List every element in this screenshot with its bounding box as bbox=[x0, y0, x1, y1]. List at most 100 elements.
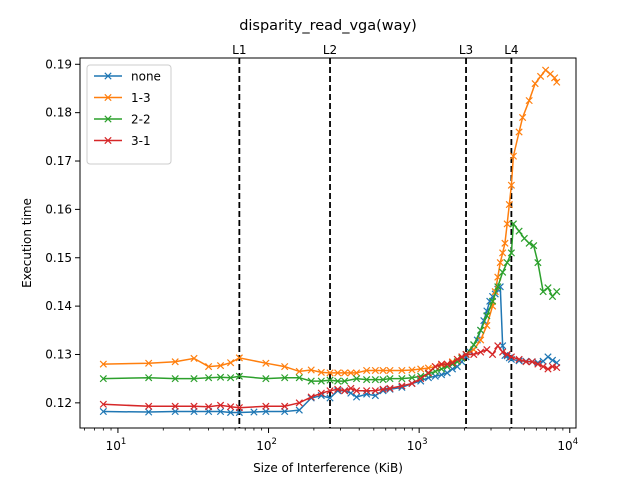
data-point bbox=[417, 375, 425, 383]
data-point bbox=[494, 283, 502, 291]
data-point bbox=[295, 399, 303, 407]
data-point bbox=[307, 377, 315, 385]
data-point bbox=[501, 351, 509, 360]
data-point bbox=[501, 239, 509, 247]
x-tick-label: 102 bbox=[256, 437, 277, 453]
data-point bbox=[507, 353, 516, 361]
data-point bbox=[326, 394, 334, 402]
data-point bbox=[145, 408, 153, 416]
data-point bbox=[477, 326, 485, 334]
data-point bbox=[386, 366, 394, 375]
data-point bbox=[443, 369, 451, 377]
data-point bbox=[145, 402, 153, 410]
legend-marker bbox=[104, 93, 112, 102]
data-point bbox=[226, 374, 235, 382]
y-tick-label: 0.19 bbox=[45, 57, 72, 71]
data-point bbox=[528, 358, 536, 366]
data-point bbox=[470, 350, 478, 359]
vline-label-l1: L1 bbox=[232, 43, 246, 57]
data-point bbox=[99, 400, 107, 408]
vline-label-l2: L2 bbox=[323, 43, 337, 57]
x-tick-label-base: 10 bbox=[557, 439, 572, 453]
data-point bbox=[386, 384, 394, 392]
data-point bbox=[145, 374, 153, 382]
data-point bbox=[145, 359, 153, 367]
data-point bbox=[347, 384, 355, 392]
data-point bbox=[470, 341, 478, 349]
data-point bbox=[250, 408, 258, 416]
x-tick-label: 103 bbox=[407, 437, 428, 453]
data-point bbox=[363, 366, 371, 375]
data-point bbox=[99, 375, 107, 383]
data-point bbox=[499, 348, 507, 356]
data-point bbox=[216, 361, 225, 370]
y-tick-label: 0.16 bbox=[45, 202, 72, 216]
chart-title: disparity_read_vga(way) bbox=[239, 18, 417, 34]
data-point bbox=[334, 387, 342, 395]
data-point bbox=[499, 249, 507, 257]
data-point bbox=[371, 376, 379, 384]
data-point bbox=[417, 365, 425, 373]
legend-marker bbox=[104, 115, 112, 123]
data-point bbox=[281, 402, 289, 410]
data-point bbox=[363, 387, 371, 395]
data-point bbox=[262, 375, 270, 383]
x-axis-label: Size of Interference (KiB) bbox=[253, 461, 403, 475]
data-point bbox=[534, 360, 542, 368]
data-point bbox=[525, 96, 533, 105]
data-point bbox=[281, 374, 289, 382]
y-axis: 0.12 0.13 0.14 0.15 0.16 0.17 0.18 0.19 bbox=[45, 57, 80, 410]
data-point bbox=[317, 377, 325, 385]
legend-label: 3-1 bbox=[131, 134, 151, 148]
legend-item-3-1: 3-1 bbox=[94, 134, 151, 148]
data-point bbox=[544, 353, 552, 361]
data-point bbox=[334, 377, 342, 385]
legend-item-1-3: 1-3 bbox=[94, 91, 151, 105]
legend: none 1-3 2-2 3-1 bbox=[86, 64, 172, 165]
series-3-1 bbox=[99, 342, 561, 412]
data-point bbox=[281, 362, 289, 371]
data-point bbox=[386, 375, 394, 383]
x-tick-label-exp: 1 bbox=[121, 437, 126, 447]
vline-label-l3: L3 bbox=[459, 43, 473, 57]
data-point bbox=[352, 375, 361, 383]
data-point bbox=[488, 297, 497, 305]
data-point bbox=[295, 406, 303, 414]
data-point bbox=[204, 403, 213, 411]
data-point bbox=[462, 350, 470, 359]
data-point bbox=[553, 363, 561, 372]
data-point bbox=[363, 376, 371, 384]
data-point bbox=[347, 369, 355, 377]
x-tick-label-exp: 4 bbox=[573, 437, 578, 447]
data-point bbox=[483, 321, 491, 330]
series-1-3 bbox=[99, 66, 561, 377]
series-2-2 bbox=[99, 220, 561, 385]
legend-label: 2-2 bbox=[131, 113, 151, 127]
data-point bbox=[352, 393, 361, 401]
data-point bbox=[307, 393, 315, 401]
data-point bbox=[326, 387, 334, 395]
data-point bbox=[379, 376, 387, 384]
data-point bbox=[496, 258, 504, 267]
data-point bbox=[352, 369, 361, 377]
data-point bbox=[216, 407, 225, 416]
data-point bbox=[326, 376, 334, 384]
data-point bbox=[398, 382, 406, 390]
data-point bbox=[171, 375, 179, 383]
x-tick-label-exp: 2 bbox=[271, 437, 276, 447]
data-point bbox=[340, 369, 349, 377]
data-point bbox=[509, 220, 518, 228]
data-point bbox=[503, 350, 511, 359]
y-tick-label: 0.13 bbox=[45, 347, 72, 361]
data-point bbox=[417, 372, 425, 380]
y-tick-label: 0.18 bbox=[45, 106, 72, 120]
data-point bbox=[226, 408, 235, 417]
data-point bbox=[281, 407, 289, 416]
data-point bbox=[548, 356, 557, 364]
x-tick-label-base: 10 bbox=[106, 439, 121, 453]
data-point bbox=[539, 362, 547, 371]
data-point bbox=[518, 113, 527, 122]
x-tick-label-base: 10 bbox=[256, 439, 271, 453]
data-point bbox=[522, 358, 530, 366]
